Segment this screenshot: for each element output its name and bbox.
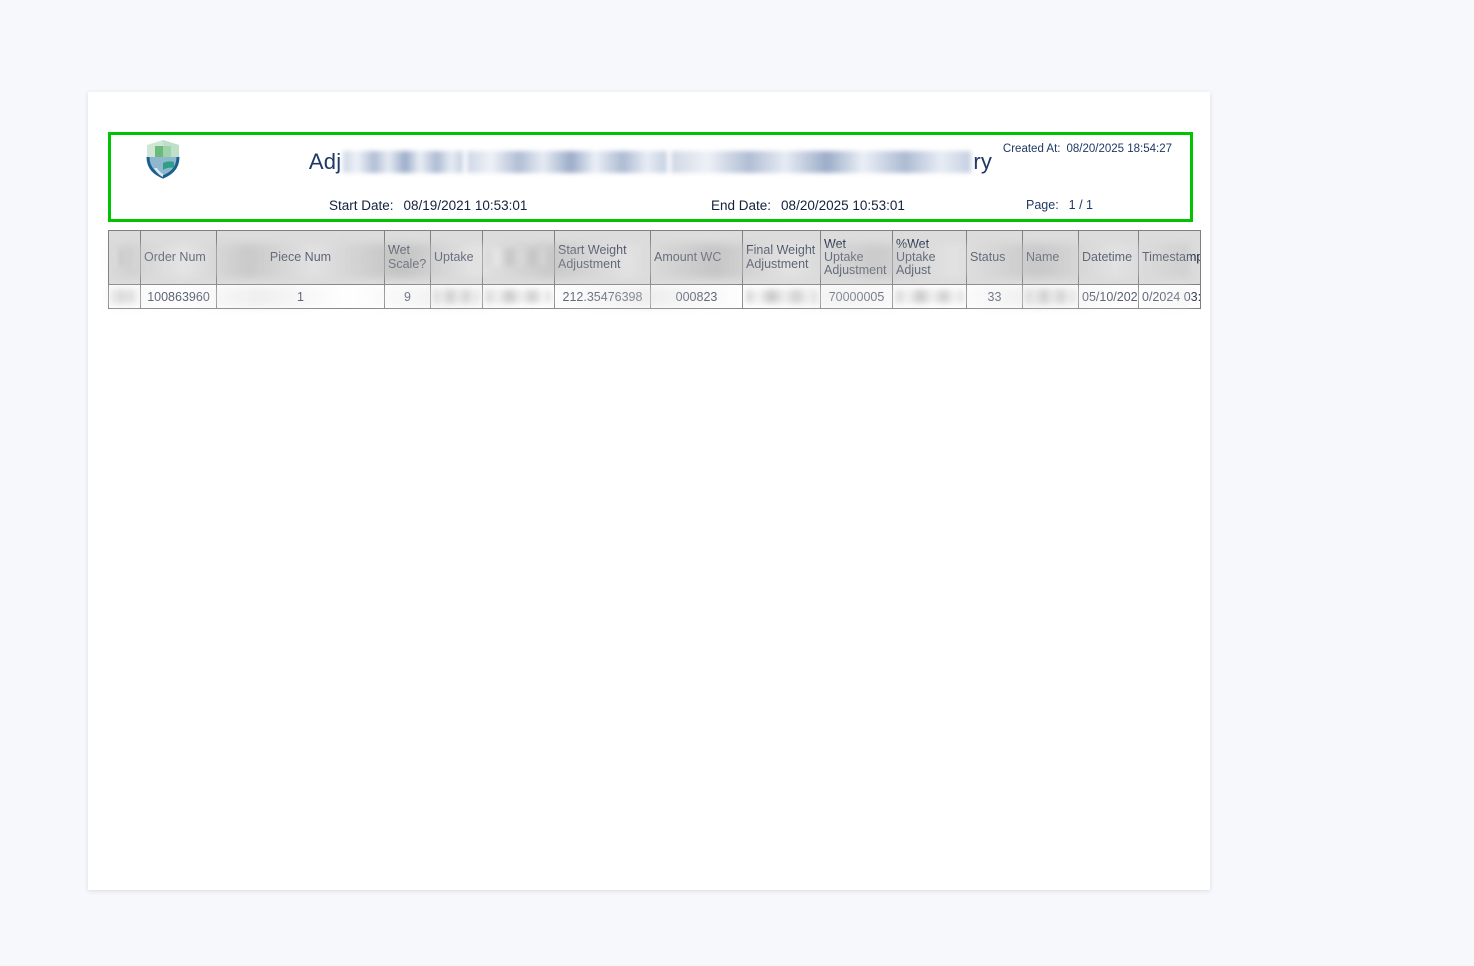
table-cell[interactable]: 33 <box>966 284 1023 309</box>
column-header-label: Wet Scale? <box>388 243 427 271</box>
cell-value: 212.35476398 <box>562 289 643 304</box>
table-header: Order Num Piece Num Wet Scale? Uptake Start … <box>108 230 1201 285</box>
page-title-suffix: ry <box>973 149 993 174</box>
end-date-block: End Date: 08/20/2025 10:53:01 <box>711 198 905 213</box>
cell-value: 9 <box>404 289 411 304</box>
redacted-header-text <box>112 249 137 266</box>
created-at-label: Created At: <box>1002 143 1061 155</box>
column-header-name[interactable]: Name <box>1022 230 1079 285</box>
column-header-datetime[interactable]: Datetime <box>1078 230 1139 285</box>
start-date-block: Start Date: 08/19/2021 10:53:01 <box>329 198 527 213</box>
redacted-cell-value <box>1026 290 1075 303</box>
column-header-wet-uptake-adjust[interactable]: %Wet Uptake Adjust <box>892 230 967 285</box>
table-body: 100863960 1 9 212.35476398 000823 70000005 33 0… <box>108 284 1201 309</box>
table-cell[interactable]: 05/10/2024 <box>1078 284 1139 309</box>
column-header-final-weight-adjustment[interactable]: Final Weight Adjustment <box>742 230 821 285</box>
column-header-label: %Wet Uptake Adjust <box>896 236 936 278</box>
table-cell[interactable] <box>742 284 821 309</box>
column-header-label: Name <box>1026 249 1060 264</box>
page-title-redacted-1 <box>343 151 464 173</box>
column-header-label: Start Weight Adjustment <box>558 243 627 271</box>
column-header-label: Amount WC <box>654 249 722 264</box>
column-header-uptake[interactable]: Uptake <box>430 230 483 285</box>
end-date-value: 08/20/2025 10:53:01 <box>781 198 905 213</box>
column-header-redacted-5[interactable] <box>482 230 555 285</box>
report-table: Order Num Piece Num Wet Scale? Uptake Start … <box>108 230 1201 309</box>
column-header-label: Status <box>970 249 1006 264</box>
document-sheet: Adj ry Created At: 08/20/2025 18:54:27 Sta… <box>88 92 1210 890</box>
page-indicator: Page: 1 / 1 <box>1026 198 1093 212</box>
page-value: 1 / 1 <box>1068 198 1093 212</box>
cell-value: 1 <box>297 289 304 304</box>
column-header-status[interactable]: Status <box>966 230 1023 285</box>
table-cell[interactable] <box>430 284 483 309</box>
page-title-redacted-3 <box>671 151 972 173</box>
end-date-label: End Date: <box>711 198 772 213</box>
table-cell[interactable] <box>1022 284 1079 309</box>
cell-value: 33 <box>987 289 1002 304</box>
column-header-label: Timestamp <box>1142 249 1201 264</box>
table-cell[interactable]: 1 <box>216 284 385 309</box>
created-at-value: 08/20/2025 18:54:27 <box>1066 143 1172 155</box>
column-header-timestamp[interactable]: Timestamp <box>1138 230 1201 285</box>
cell-value: 0/2024 03:11:29 <box>1142 289 1200 304</box>
table-cell[interactable] <box>482 284 555 309</box>
start-date-value: 08/19/2021 10:53:01 <box>403 198 528 213</box>
column-header-wet-scale[interactable]: Wet Scale? <box>384 230 431 285</box>
column-header-label: Datetime <box>1082 249 1133 264</box>
column-header-amount-wc[interactable]: Amount WC <box>650 230 743 285</box>
redacted-cell-value <box>486 290 551 303</box>
redacted-cell-value <box>112 290 137 303</box>
table-cell[interactable] <box>892 284 967 309</box>
column-header-label: Piece Num <box>269 249 332 264</box>
cell-value: 05/10/2024 <box>1082 289 1139 304</box>
table-cell[interactable]: 70000005 <box>820 284 893 309</box>
table-row[interactable]: 100863960 1 9 212.35476398 000823 70000005 33 0… <box>108 284 1201 309</box>
start-date-label: Start Date: <box>329 198 394 213</box>
column-header-start-weight-adjustment[interactable]: Start Weight Adjustment <box>554 230 651 285</box>
page-title-redacted-2 <box>467 151 668 173</box>
page-title-prefix: Adj <box>308 149 342 174</box>
created-at-block: Created At: 08/20/2025 18:54:27 <box>1003 143 1172 155</box>
redacted-cell-value <box>896 290 963 303</box>
table-header-row: Order Num Piece Num Wet Scale? Uptake Start … <box>108 230 1201 285</box>
cell-value: 70000005 <box>828 289 885 304</box>
table-cell[interactable]: 000823 <box>650 284 743 309</box>
page-title: Adj ry <box>111 149 1190 175</box>
report-table-wrapper: Order Num Piece Num Wet Scale? Uptake Start … <box>108 230 1201 309</box>
table-cell[interactable]: 9 <box>384 284 431 309</box>
redacted-header-text <box>486 249 551 266</box>
table-cell[interactable]: 212.35476398 <box>554 284 651 309</box>
column-header-label: Uptake <box>434 249 474 264</box>
column-header-piece-num[interactable]: Piece Num <box>216 230 385 285</box>
column-header-order-num[interactable]: Order Num <box>140 230 217 285</box>
leaf-shield-logo-icon <box>141 137 185 179</box>
table-cell[interactable] <box>108 284 141 309</box>
table-cell[interactable]: 100863960 <box>140 284 217 309</box>
cell-value: 100863960 <box>147 289 210 304</box>
redacted-cell-value <box>746 290 817 303</box>
cell-value: 000823 <box>675 289 718 304</box>
column-header-label: Wet Uptake Adjustment <box>824 236 887 278</box>
column-header-wet-uptake-adjustment[interactable]: Wet Uptake Adjustment <box>820 230 893 285</box>
column-header-label: Final Weight Adjustment <box>746 243 816 271</box>
page-label: Page: <box>1026 198 1059 212</box>
redacted-cell-value <box>434 290 479 303</box>
column-header-label: Order Num <box>144 249 206 264</box>
report-header-box: Adj ry Created At: 08/20/2025 18:54:27 Sta… <box>108 132 1193 222</box>
table-cell[interactable]: 0/2024 03:11:29 <box>1138 284 1201 309</box>
column-header-redacted-0[interactable] <box>108 230 141 285</box>
